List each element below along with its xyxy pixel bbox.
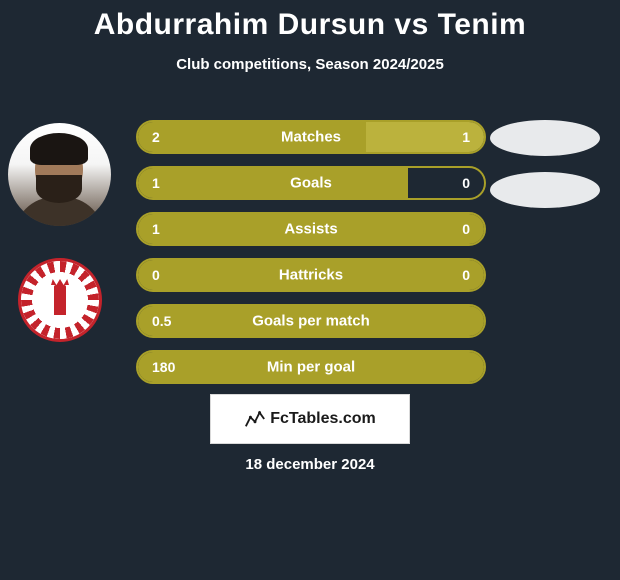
club-badge-center bbox=[35, 275, 85, 325]
value-left: 1 bbox=[152, 175, 160, 191]
row-label: Goals bbox=[290, 175, 332, 192]
chart-row-goals_per_match: 0.5 Goals per match bbox=[136, 304, 486, 338]
player1-club-badge bbox=[18, 258, 102, 342]
branding-fctables[interactable]: FcTables.com bbox=[210, 394, 410, 444]
chart-row-hattricks: 0 0 Hattricks bbox=[136, 258, 486, 292]
player1-avatar bbox=[8, 123, 111, 226]
page-title: Abdurrahim Dursun vs Tenim bbox=[0, 0, 620, 42]
date-label: 18 december 2024 bbox=[245, 456, 374, 473]
branding-label: FcTables.com bbox=[270, 410, 376, 428]
player2-club-placeholder bbox=[490, 172, 600, 208]
row-label: Matches bbox=[281, 129, 341, 146]
value-right: 0 bbox=[462, 267, 470, 283]
value-left: 0.5 bbox=[152, 313, 171, 329]
club-badge-tower-icon bbox=[54, 285, 66, 315]
value-left: 0 bbox=[152, 267, 160, 283]
chart-row-matches: 2 1 Matches bbox=[136, 120, 486, 154]
avatar-beard bbox=[36, 175, 82, 203]
value-left: 180 bbox=[152, 359, 175, 375]
row-label: Min per goal bbox=[267, 359, 355, 376]
chart-row-min_per_goal: 180 Min per goal bbox=[136, 350, 486, 384]
avatar-hair bbox=[30, 133, 88, 165]
value-left: 2 bbox=[152, 129, 160, 145]
row-label: Assists bbox=[284, 221, 337, 238]
player2-avatar-placeholder bbox=[490, 120, 600, 156]
page-subtitle: Club competitions, Season 2024/2025 bbox=[0, 56, 620, 73]
value-right: 0 bbox=[462, 221, 470, 237]
value-right: 1 bbox=[462, 129, 470, 145]
fctables-icon bbox=[244, 408, 266, 430]
chart-row-assists: 1 0 Assists bbox=[136, 212, 486, 246]
row-label: Goals per match bbox=[252, 313, 370, 330]
bar-left bbox=[138, 168, 408, 198]
row-label: Hattricks bbox=[279, 267, 343, 284]
value-right: 0 bbox=[462, 175, 470, 191]
value-left: 1 bbox=[152, 221, 160, 237]
chart-row-goals: 1 0 Goals bbox=[136, 166, 486, 200]
comparison-chart: 2 1 Matches 1 0 Goals 1 0 Assists 0 0 Hattricks 0.5 G… bbox=[136, 120, 486, 396]
